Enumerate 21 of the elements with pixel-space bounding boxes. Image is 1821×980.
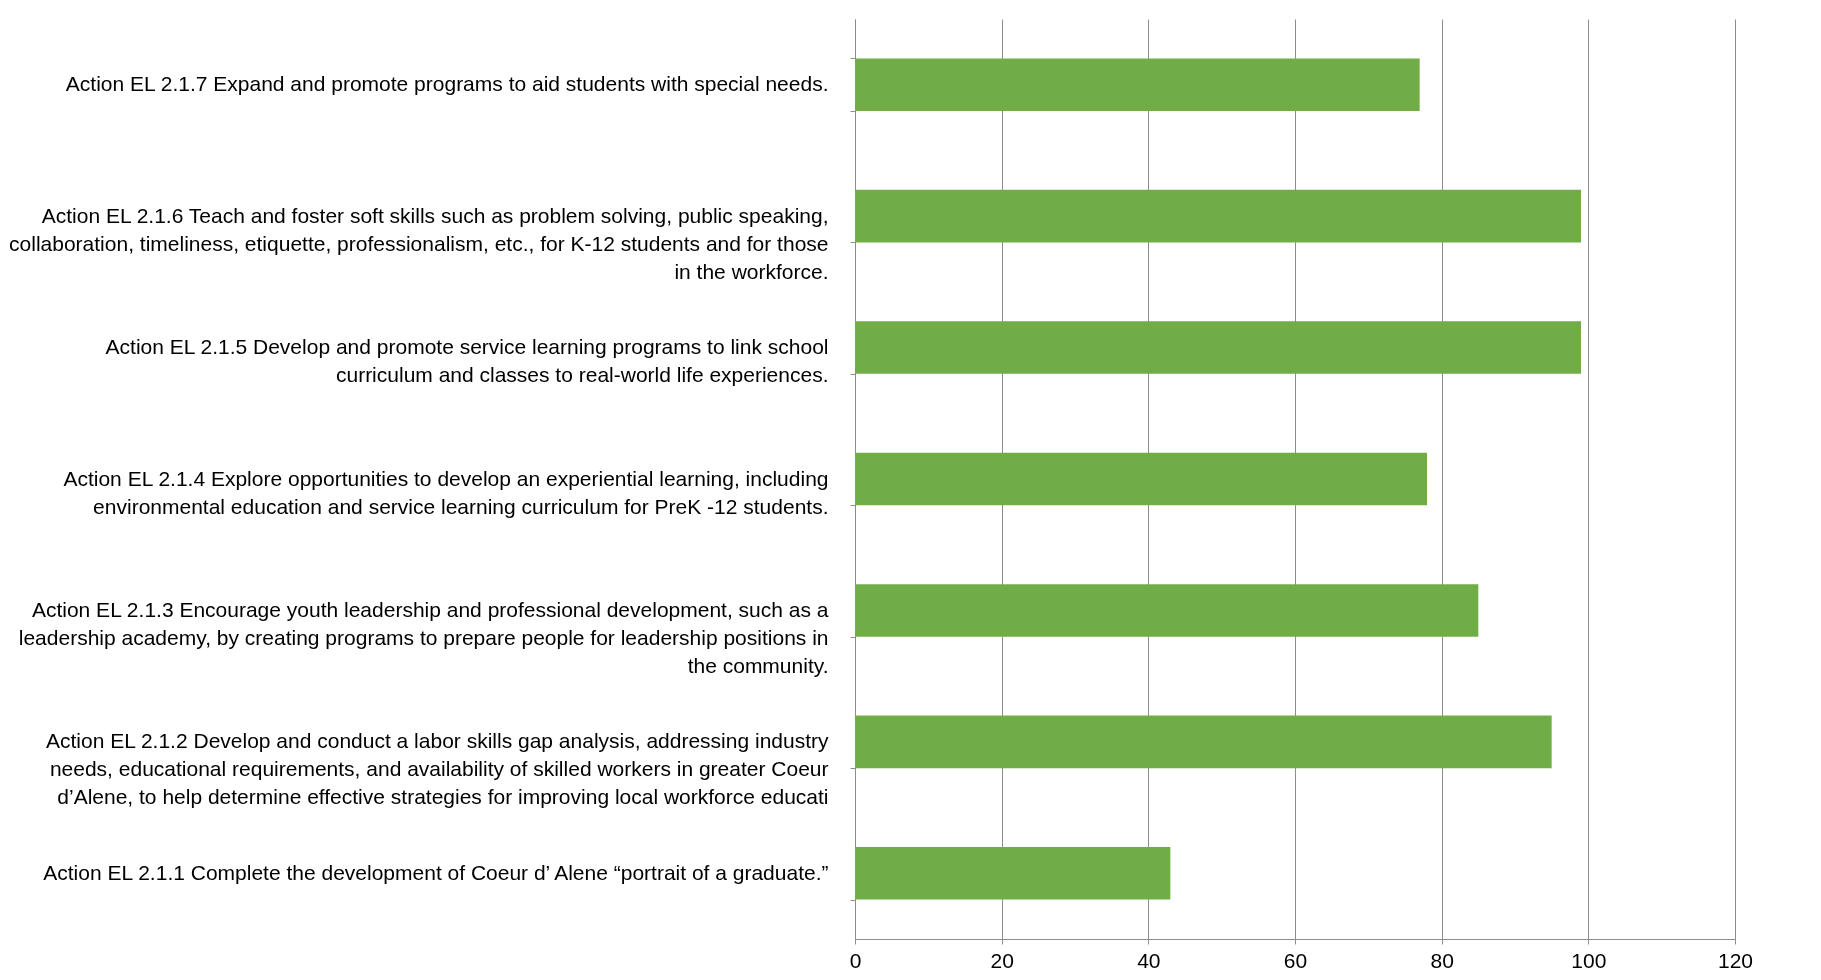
bar bbox=[855, 189, 1581, 243]
bar bbox=[855, 715, 1552, 769]
y-tick-label: Action EL 2.1.7 Expand and promote programs to aid students with special needs. bbox=[65, 72, 829, 96]
x-tick-label: 120 bbox=[1717, 948, 1754, 972]
bar bbox=[855, 847, 1171, 900]
y-tick-label: Action EL 2.1.6 Teach and foster soft skills such as problem solving, public speaking, collaboration, timeliness, etiquette, professionalism, etc., for K-12 students and for those in the workforce. bbox=[9, 203, 829, 283]
bar bbox=[855, 584, 1479, 637]
bar bbox=[855, 321, 1581, 374]
x-tick-label: 0 bbox=[849, 948, 862, 972]
x-tick-label: 40 bbox=[1137, 948, 1161, 972]
bar bbox=[855, 58, 1420, 111]
y-tick-label: Action EL 2.1.1 Complete the development of Coeur d’ Alene “portrait of a graduate.” bbox=[43, 860, 829, 884]
x-tick-label: 100 bbox=[1571, 948, 1607, 972]
y-tick-label: Action EL 2.1.5 Develop and promote service learning programs to link school curriculum and classes to real-world life experiences. bbox=[105, 335, 829, 387]
bar bbox=[855, 452, 1427, 506]
y-tick-label: Action EL 2.1.4 Explore opportunities to develop an experiential learning, including environmental education and service learning curriculum for PreK -12 students. bbox=[63, 466, 829, 518]
x-tick-label: 80 bbox=[1430, 948, 1454, 972]
y-tick-label: Action EL 2.1.3 Encourage youth leadership and professional development, such as a leadership academy, by creating programs to prepare people for leadership positions in the community. bbox=[18, 597, 829, 677]
x-tick-label: 60 bbox=[1283, 948, 1308, 972]
y-tick-label: Action EL 2.1.2 Develop and conduct a labor skills gap analysis, addressing industry needs, educational requirements, and availability of skilled workers in greater Coeur d’Alene, to help determine effective strategies for improving local workforce educati bbox=[45, 729, 829, 809]
x-tick-label: 20 bbox=[990, 948, 1014, 972]
